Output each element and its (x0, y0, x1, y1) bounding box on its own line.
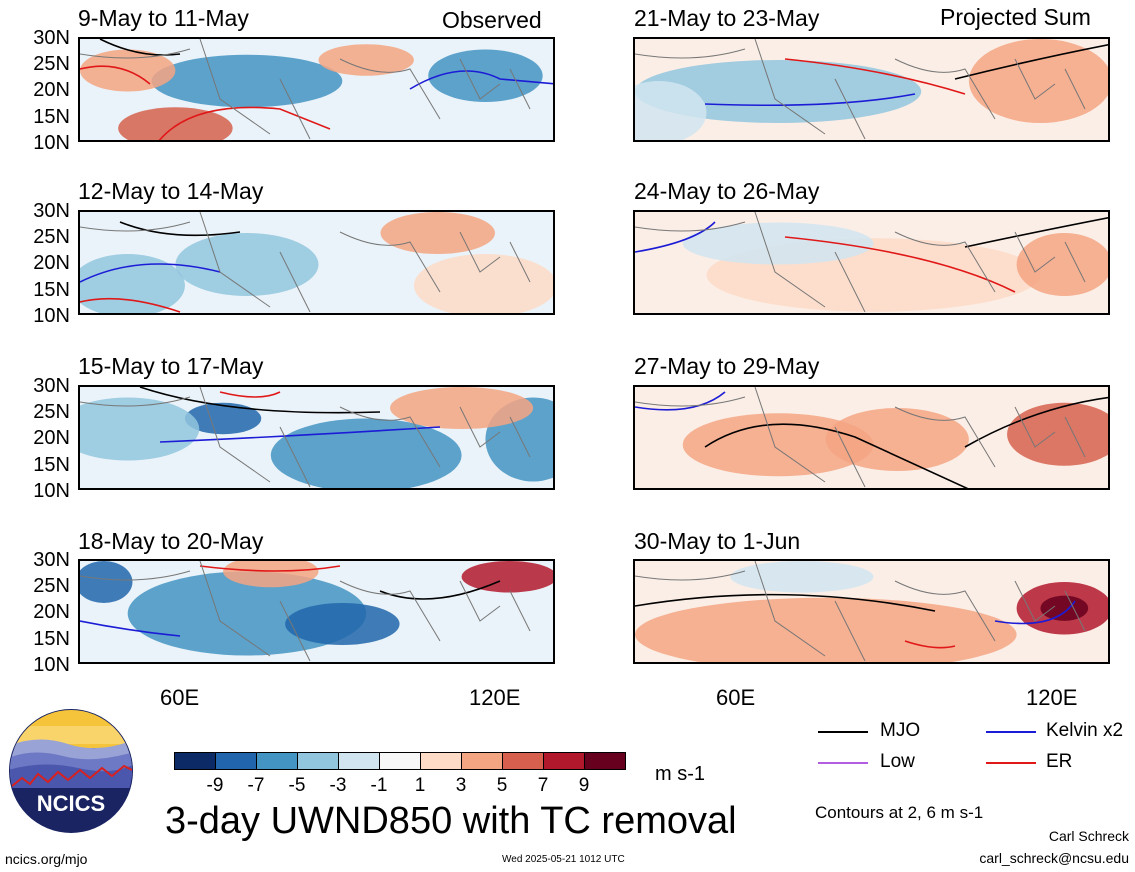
colorbar-cell (584, 752, 626, 770)
colorbar-label: -5 (288, 775, 306, 796)
main-title: 3-day UWND850 with TC removal (165, 800, 737, 842)
legend-er-label: ER (1046, 751, 1073, 772)
colorbar-cell (543, 752, 585, 770)
map-panel-2-svg (80, 212, 553, 313)
colorbar-label: -3 (329, 775, 347, 796)
colorbar-label: 1 (414, 775, 426, 796)
colorbar-cell (215, 752, 257, 770)
observed-label: Observed (442, 7, 542, 33)
map-panel-6-svg (635, 212, 1108, 313)
projected-sum-label: Projected Sum (940, 4, 1091, 30)
colorbar-label: 5 (496, 775, 508, 796)
map-panel-6 (633, 210, 1110, 315)
panel-title-6: 24-May to 26-May (634, 178, 820, 204)
colorbar-cell (256, 752, 298, 770)
map-panel-7 (633, 385, 1110, 490)
y-tick-label: 20N (33, 79, 70, 102)
legend-mjo-line (818, 731, 868, 733)
y-tick-label: 10N (33, 479, 70, 502)
y-tick-label: 25N (33, 575, 70, 598)
y-tick-label: 15N (33, 453, 70, 476)
map-panel-2 (78, 210, 555, 315)
colorbar-cell (420, 752, 462, 770)
colorbar-cell (338, 752, 380, 770)
panel-title-7: 27-May to 29-May (634, 353, 820, 379)
panel-title-1: 9-May to 11-May (78, 5, 249, 31)
ncics-logo: NCICS (9, 709, 133, 833)
y-tick-label: 25N (33, 401, 70, 424)
colorbar-label: 3 (455, 775, 467, 796)
legend-low-line (818, 762, 868, 764)
colorbar-label: -9 (206, 775, 224, 796)
colorbar-label: 9 (578, 775, 590, 796)
y-tick-label: 30N (33, 375, 70, 397)
legend-mjo-label: MJO (880, 720, 921, 741)
map-panel-5 (633, 37, 1110, 142)
colorbar-cell (379, 752, 421, 770)
y-tick-label: 10N (33, 653, 70, 676)
map-panel-4 (78, 559, 555, 664)
map-panel-8 (633, 559, 1110, 664)
y-tick-label: 20N (33, 601, 70, 624)
map-panel-7-svg (635, 387, 1108, 488)
footer-email[interactable]: carl_schreck@ncsu.edu (979, 850, 1129, 866)
colorbar-cell (297, 752, 339, 770)
colorbar-label: 7 (537, 775, 549, 796)
y-tick-label: 15N (33, 105, 70, 128)
legend-low-label: Low (880, 751, 915, 772)
legend-er-line (986, 762, 1036, 764)
y-tick-label: 10N (33, 304, 70, 327)
x-tick-60e-right: 60E (716, 685, 756, 710)
colorbar-cell (174, 752, 216, 770)
y-tick-label: 30N (33, 200, 70, 222)
svg-text:NCICS: NCICS (37, 791, 105, 816)
map-panel-3-svg (80, 387, 553, 488)
colorbar-cell (461, 752, 503, 770)
map-panel-8-svg (635, 561, 1108, 662)
colorbar-cell (502, 752, 544, 770)
contours-note: Contours at 2, 6 m s-1 (815, 803, 984, 822)
colorbar-label: -7 (247, 775, 265, 796)
y-tick-label: 15N (33, 278, 70, 301)
map-panel-5-svg (635, 39, 1108, 140)
panel-title-5: 21-May to 23-May (634, 5, 820, 31)
footer-timestamp: Wed 2025-05-21 1012 UTC (502, 854, 625, 865)
footer-url[interactable]: ncics.org/mjo (5, 851, 88, 867)
colorbar-label: -1 (370, 775, 388, 796)
panel-title-2: 12-May to 14-May (78, 178, 264, 204)
panel-title-3: 15-May to 17-May (78, 353, 264, 379)
map-panel-4-svg (80, 561, 553, 662)
y-tick-label: 30N (33, 549, 70, 571)
map-panel-1 (78, 37, 555, 142)
y-tick-label: 15N (33, 627, 70, 650)
y-tick-label: 30N (33, 27, 70, 49)
y-tick-label: 10N (33, 131, 70, 154)
y-tick-label: 20N (33, 427, 70, 450)
x-tick-60e-left: 60E (160, 685, 200, 710)
panel-title-4: 18-May to 20-May (78, 528, 264, 554)
y-tick-label: 25N (33, 53, 70, 76)
map-panel-1-svg (80, 39, 553, 140)
x-tick-120e-left: 120E (469, 685, 521, 710)
y-tick-label: 25N (33, 226, 70, 249)
map-panel-3 (78, 385, 555, 490)
legend-kelvin-label: Kelvin x2 (1046, 720, 1124, 741)
colorbar-unit: m s-1 (655, 763, 705, 785)
legend-kelvin-line (986, 731, 1036, 733)
footer-author: Carl Schreck (1048, 828, 1129, 844)
y-tick-label: 20N (33, 252, 70, 275)
x-tick-120e-right: 120E (1026, 685, 1078, 710)
panel-title-8: 30-May to 1-Jun (634, 528, 801, 554)
